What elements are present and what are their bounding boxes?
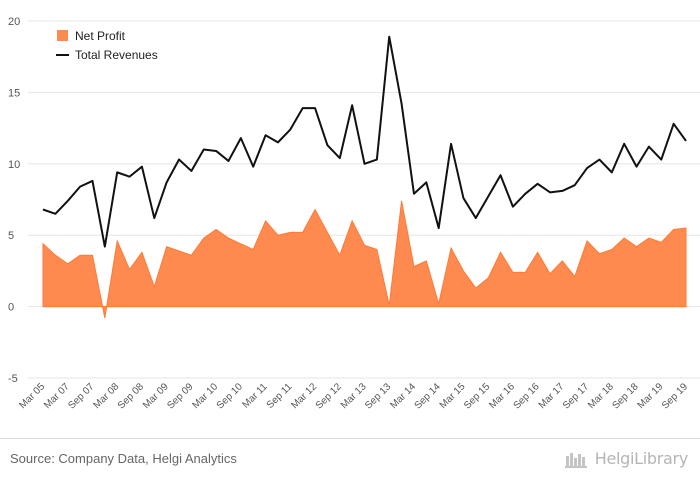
x-tick-label: Sep 09 <box>165 381 195 411</box>
legend-label-total-revenues: Total Revenues <box>75 48 158 62</box>
y-axis: -5 0 5 10 15 20 <box>8 16 20 385</box>
x-tick-label: Mar 17 <box>537 381 567 411</box>
x-tick-label: Sep 19 <box>660 381 690 411</box>
grid <box>28 20 700 379</box>
y-tick-label: 0 <box>8 302 14 314</box>
x-tick-label: Mar 19 <box>636 381 666 411</box>
legend: Net Profit Total Revenues <box>56 29 158 62</box>
x-tick-label: Sep 10 <box>215 381 245 411</box>
footer-divider <box>0 438 700 439</box>
legend-label-net-profit: Net Profit <box>75 29 126 43</box>
total-revenues-line <box>42 35 687 248</box>
x-tick-label: Mar 15 <box>438 381 468 411</box>
x-tick-label: Mar 05 <box>17 381 47 411</box>
x-tick-label: Sep 18 <box>610 381 640 411</box>
total-revenues-line-path <box>42 35 687 248</box>
x-tick-label: Mar 11 <box>240 381 270 411</box>
x-tick-label: Sep 07 <box>66 381 96 411</box>
legend-swatch-net-profit <box>57 30 68 41</box>
brand-name: HelgiLibrary <box>594 449 689 468</box>
x-tick-label: Mar 14 <box>388 381 418 411</box>
x-tick-label: Mar 13 <box>339 381 369 411</box>
x-tick-label: Sep 14 <box>413 381 443 411</box>
net-profit-area-shape <box>42 200 687 319</box>
x-tick-label: Mar 08 <box>92 381 122 411</box>
x-tick-label: Sep 16 <box>512 381 542 411</box>
x-tick-label: Sep 11 <box>265 381 295 411</box>
x-tick-label: Sep 12 <box>314 381 344 411</box>
y-tick-label: 10 <box>8 159 20 171</box>
brand-logo[interactable]: HelgiLibrary <box>564 449 689 468</box>
x-tick-label: Mar 10 <box>190 381 220 411</box>
x-tick-label: Sep 17 <box>561 381 591 411</box>
net-profit-area <box>42 200 687 319</box>
x-tick-label: Sep 15 <box>462 381 492 411</box>
x-tick-label: Mar 18 <box>586 381 616 411</box>
x-tick-label: Mar 12 <box>289 381 319 411</box>
x-tick-label: Sep 08 <box>116 381 146 411</box>
y-tick-label: 5 <box>8 230 14 242</box>
x-tick-label: Sep 13 <box>363 381 393 411</box>
library-icon <box>564 452 587 468</box>
x-tick-label: Mar 09 <box>141 381 171 411</box>
y-tick-label: -5 <box>8 373 18 385</box>
y-tick-label: 20 <box>8 16 20 28</box>
x-tick-label: Mar 07 <box>42 381 72 411</box>
source-note: Source: Company Data, Helgi Analytics <box>10 451 237 466</box>
y-tick-label: 15 <box>8 87 20 99</box>
x-tick-label: Mar 16 <box>487 381 517 411</box>
